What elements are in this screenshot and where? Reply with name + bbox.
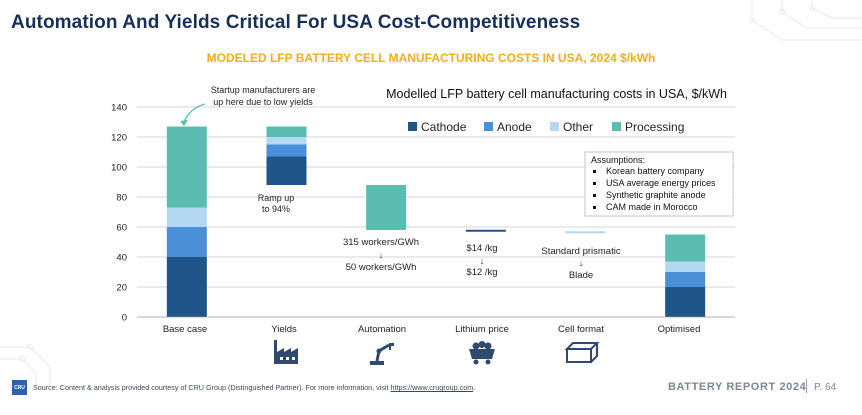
factory-icon: [274, 340, 298, 364]
assumption-item-4: CAM made in Morocco: [606, 202, 698, 212]
legend-swatch-anode: [484, 122, 493, 131]
annotation-startup-line-1: Startup manufacturers are: [211, 85, 316, 95]
y-tick-label: 60: [116, 223, 127, 234]
annotation-lithium-line-2: $12 /kg: [466, 267, 497, 278]
annotation-cellformat-line-2: Blade: [569, 270, 593, 281]
y-tick-label: 0: [122, 313, 127, 324]
footer-source-end: .: [473, 383, 476, 392]
y-tick-label: 100: [111, 163, 127, 174]
annotation-cellformat-line-1: Standard prismatic: [541, 246, 620, 257]
legend-swatch-processing: [612, 122, 621, 131]
x-tick-label: Yields: [271, 324, 297, 335]
x-tick-label: Base case: [163, 324, 207, 335]
footer-source-text: Source: Content & analysis provided cour…: [33, 383, 391, 392]
bar-segment-anode: [266, 144, 307, 157]
y-tick-label: 80: [116, 193, 127, 204]
annotation-startup: Startup manufacturers are up here due to…: [180, 85, 315, 126]
circuit-decoration-bottom-icon: [0, 344, 51, 387]
assumption-item-3: Synthetic graphite anode: [606, 190, 706, 200]
circuit-decoration-icon: [749, 0, 862, 41]
assumption-item-2: USA average energy prices: [606, 178, 716, 188]
chart-inner-title: Modelled LFP battery cell manufacturing …: [386, 87, 727, 101]
robot-arm-icon: [370, 343, 394, 365]
bar-segment-processing: [166, 126, 207, 208]
legend-label-other: Other: [563, 120, 593, 134]
footer-divider: [806, 379, 807, 393]
annotation-startup-arrow: [183, 103, 206, 123]
footer-report-label: BATTERY REPORT 2024: [668, 381, 807, 393]
x-tick-label: Lithium price: [455, 324, 509, 335]
y-tick-label: 20: [116, 283, 127, 294]
bar-segment-processing: [266, 126, 307, 137]
y-tick-label: 120: [111, 133, 127, 144]
annotation-lithium-arrow: ↓: [480, 256, 485, 266]
annotation-startup-arrowhead: [180, 120, 188, 126]
annotation-automation-line-2: 50 workers/GWh: [346, 262, 417, 273]
annotation-cellformat-arrow: ↓: [579, 258, 584, 268]
bar-segment-other: [565, 231, 606, 234]
mine-cart-icon: [469, 341, 495, 365]
bar-segment-processing: [366, 185, 407, 230]
page-title: Automation And Yields Critical For USA C…: [11, 12, 581, 33]
bar-segment-cathode: [166, 257, 207, 317]
assumptions-box: Assumptions: Korean battery company USA …: [584, 151, 734, 217]
legend-label-cathode: Cathode: [421, 120, 467, 134]
bar-segment-anode: [665, 272, 706, 287]
bar-segment-other: [166, 207, 207, 227]
annotation-startup-line-2: up here due to low yields: [213, 97, 313, 107]
assumptions-title: Assumptions:: [591, 155, 645, 165]
bar-segment-cathode: [266, 156, 307, 185]
bar-segment-cathode: [465, 229, 506, 232]
annotation-yields-line-2: to 94%: [262, 204, 290, 214]
assumption-item-1: Korean battery company: [606, 166, 705, 176]
footer-page-number: P. 64: [814, 382, 837, 393]
bar-segment-other: [665, 261, 706, 272]
legend-swatch-cathode: [408, 122, 417, 131]
bar-segment-anode: [166, 227, 207, 257]
y-tick-label: 40: [116, 253, 127, 264]
legend-label-anode: Anode: [497, 120, 532, 134]
bar-segment-cathode: [665, 287, 706, 317]
annotation-automation-line-1: 315 workers/GWh: [343, 237, 419, 248]
footer-source: Source: Content & analysis provided cour…: [33, 383, 475, 392]
chart-subtitle: MODELED LFP BATTERY CELL MANUFACTURING C…: [206, 51, 656, 65]
annotation-automation-arrow: ↓: [379, 250, 384, 260]
legend-label-processing: Processing: [625, 120, 684, 134]
chart-legend: Cathode Anode Other Processing: [408, 120, 684, 134]
x-tick-label: Optimised: [658, 324, 701, 335]
annotation-lithium-line-1: $14 /kg: [466, 243, 497, 254]
y-tick-label: 140: [111, 103, 127, 114]
bar-segment-other: [266, 137, 307, 145]
annotation-yields-line-1: Ramp up: [258, 193, 295, 203]
legend-swatch-other: [550, 122, 559, 131]
cru-logo: CRU: [12, 380, 27, 395]
bar-segment-processing: [665, 234, 706, 262]
x-tick-label: Cell format: [558, 324, 604, 335]
battery-cell-icon: [564, 342, 600, 363]
x-tick-label: Automation: [358, 324, 406, 335]
footer-source-link[interactable]: https://www.crugroup.com: [390, 383, 474, 392]
